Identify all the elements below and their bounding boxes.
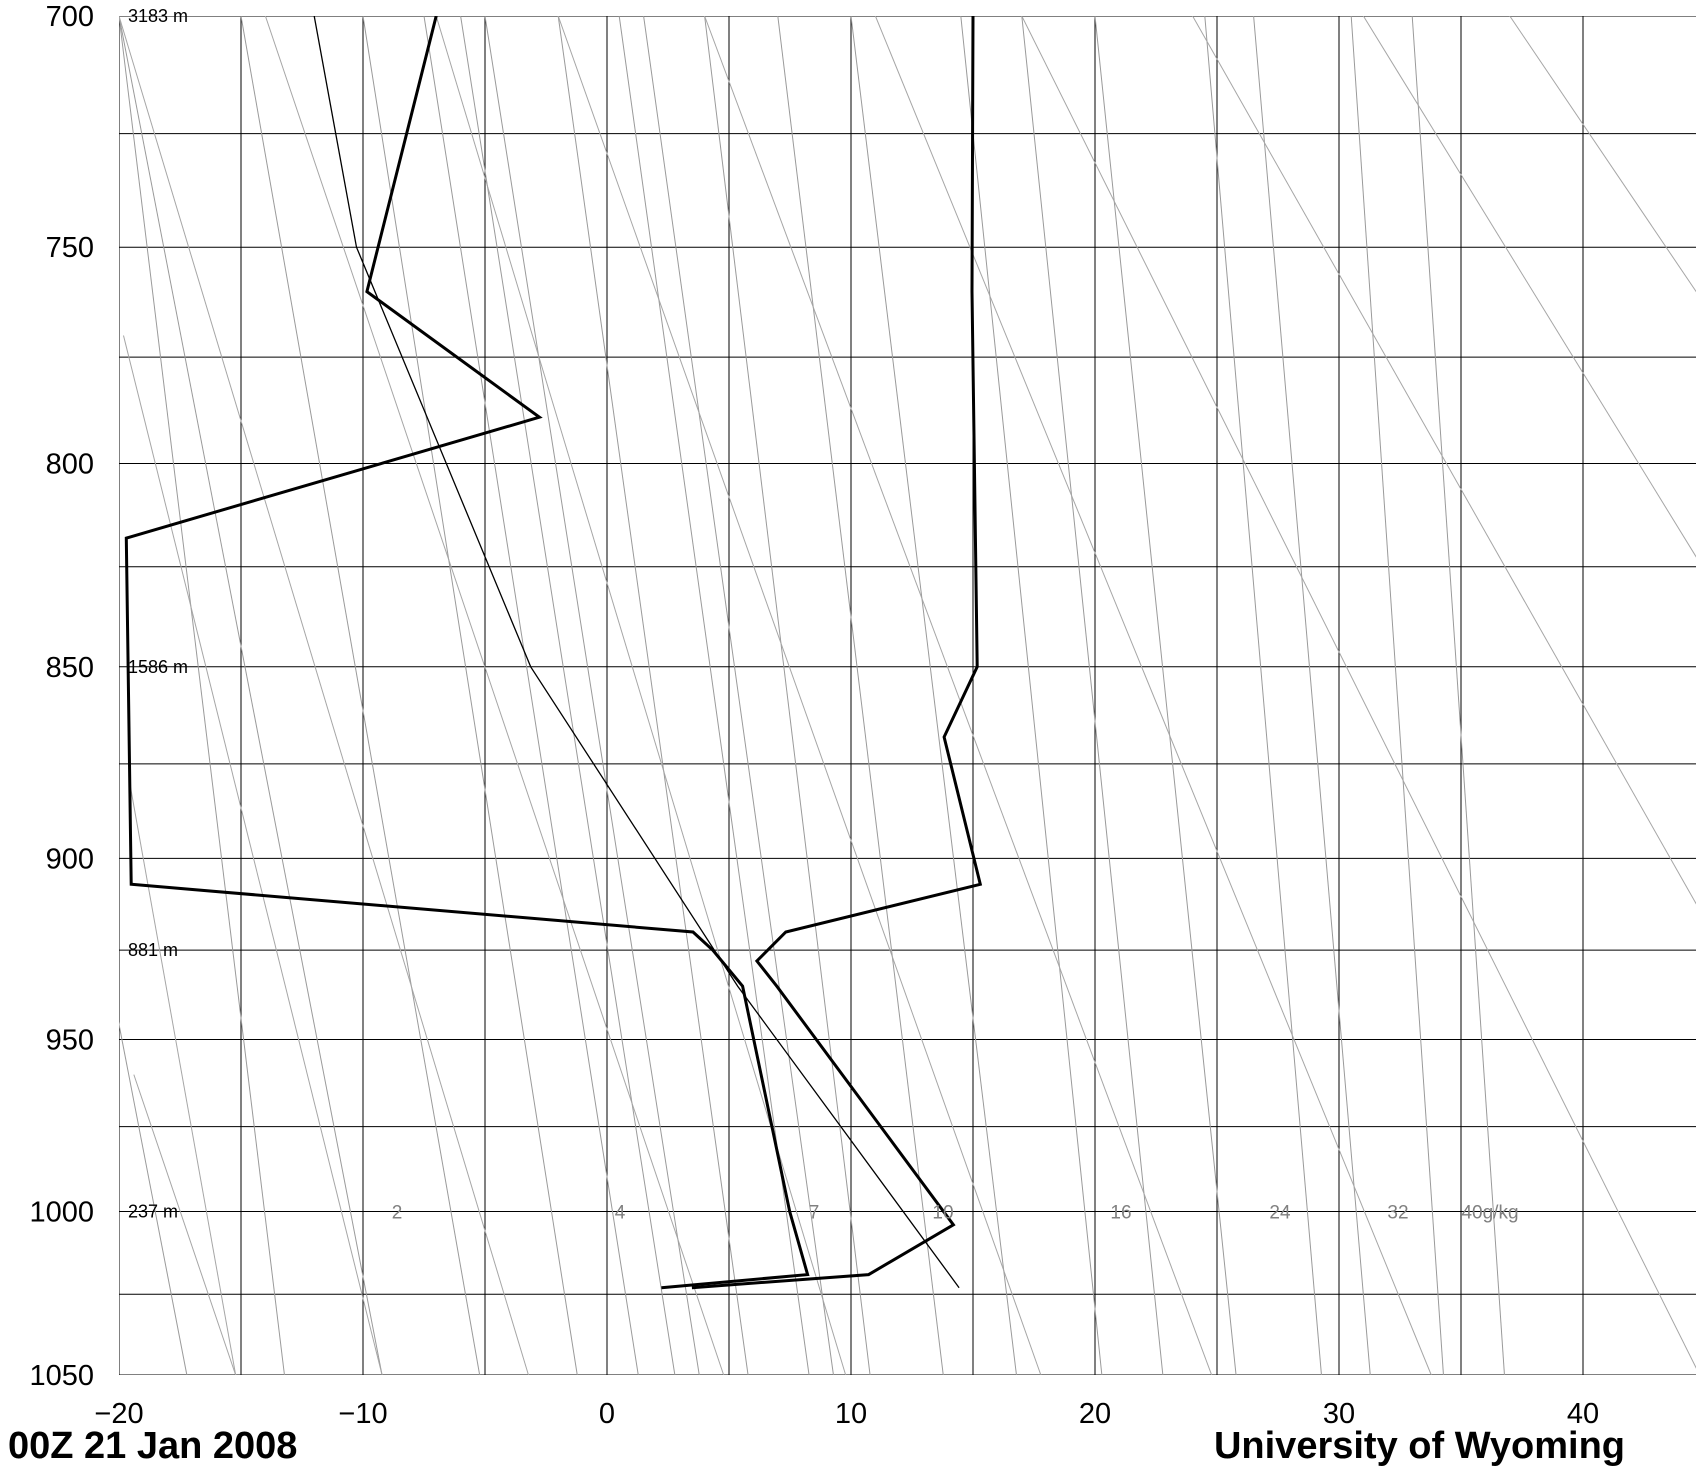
mixing-ratio-label: 7 — [809, 1202, 820, 1223]
sounding-traces — [124, 16, 983, 1290]
mixing-ratio-label: 10 — [932, 1202, 953, 1223]
mixing-ratio-line — [1350, 16, 1444, 1375]
height-label: 1586 m — [128, 657, 188, 677]
mixing-ratio-line — [777, 16, 944, 1375]
mixing-ratio-line — [960, 16, 1103, 1375]
height-label: 881 m — [128, 940, 178, 960]
mixing-ratio-line — [423, 16, 639, 1375]
mixing-ratio-label: 24 — [1269, 1202, 1291, 1223]
mixing-ratio-line — [484, 16, 700, 1375]
mixing-ratio-label: 2 — [392, 1202, 403, 1223]
parcel-line — [313, 16, 960, 1289]
y-tick-label: 750 — [46, 232, 94, 264]
mixing-ratio-label: 16 — [1110, 1202, 1131, 1223]
y-tick-label: 950 — [46, 1025, 94, 1057]
mixing-ratio-line — [240, 16, 481, 1375]
x-tick-label: −10 — [338, 1398, 387, 1430]
adiabat-line — [1362, 16, 1696, 558]
x-tick-label: 40 — [1567, 1398, 1599, 1430]
mixing-ratio-line — [119, 16, 383, 1375]
adiabat-line — [435, 16, 847, 1375]
mixing-ratio-line — [1094, 16, 1237, 1375]
adiabat-line — [1509, 16, 1696, 293]
x-tick-label: 20 — [1079, 1398, 1111, 1430]
mixing-ratio-label: 40g/kg — [1461, 1202, 1518, 1223]
y-tick-label: 1050 — [29, 1360, 94, 1392]
mixing-ratio-line — [119, 16, 285, 1375]
adiabat-line — [874, 16, 1432, 1375]
mixing-ratio-line — [1253, 16, 1371, 1375]
adiabat-line — [557, 16, 1042, 1375]
adiabat-lines — [119, 16, 1696, 1375]
x-tick-label: 30 — [1323, 1398, 1355, 1430]
adiabat-line — [264, 16, 725, 1375]
mixing-ratio-line — [1204, 16, 1322, 1375]
mixing-ratio-labels: 2 4 7 10 16 24 32 40g/kg — [392, 1202, 1519, 1223]
height-labels: 3183 m 1586 m 881 m 237 m — [128, 6, 188, 1221]
adiabat-line — [122, 335, 383, 1375]
adiabat-line — [119, 16, 529, 1375]
dewpoint-line — [124, 16, 810, 1290]
y-tick-label: 900 — [46, 843, 94, 875]
adiabat-line — [129, 782, 237, 1375]
x-tick-label: 10 — [835, 1398, 867, 1430]
x-axis-ticks: −20 −10 0 10 20 30 40 — [94, 1398, 1599, 1430]
x-tick-label: 0 — [599, 1398, 615, 1430]
x-tick-label: −20 — [94, 1398, 143, 1430]
adiabat-line — [133, 1074, 237, 1375]
adiabat-line — [704, 16, 1213, 1375]
mixing-ratio-line — [1411, 16, 1505, 1375]
grid-lines — [119, 16, 1696, 1375]
y-tick-label: 850 — [46, 652, 94, 684]
mixing-ratio-label: 4 — [615, 1202, 626, 1223]
y-axis-ticks: 700 750 800 850 900 950 1000 1050 — [29, 1, 94, 1392]
height-label: 237 m — [128, 1201, 178, 1221]
y-tick-label: 1000 — [29, 1196, 94, 1228]
mixing-ratio-line — [362, 16, 578, 1375]
mixing-ratio-line — [119, 1021, 188, 1375]
mixing-ratio-line — [460, 16, 676, 1375]
footer-date: 00Z 21 Jan 2008 — [8, 1425, 297, 1467]
mixing-ratio-label: 32 — [1387, 1202, 1408, 1223]
mixing-ratio-line — [643, 16, 834, 1375]
mixing-ratio-line — [704, 16, 871, 1375]
adiabat-line — [1021, 16, 1696, 1369]
adiabat-line — [1192, 16, 1696, 905]
height-label: 3183 m — [128, 6, 188, 26]
y-tick-label: 800 — [46, 449, 94, 481]
y-tick-label: 700 — [46, 1, 94, 33]
mixing-ratio-line — [850, 16, 1017, 1375]
mixing-ratio-lines — [119, 16, 1505, 1375]
mixing-ratio-line — [557, 16, 749, 1375]
mixing-ratio-line — [1021, 16, 1164, 1375]
footer-source: University of Wyoming — [1214, 1425, 1625, 1467]
